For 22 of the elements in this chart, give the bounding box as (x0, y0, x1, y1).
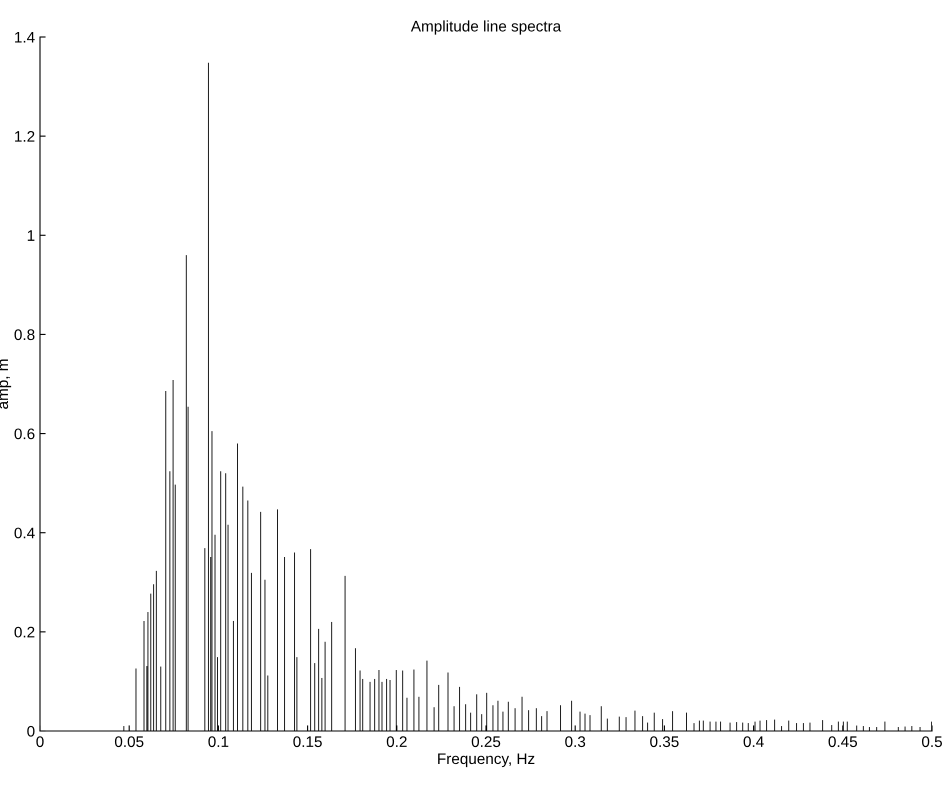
chart-title: Amplitude line spectra (410, 20, 562, 35)
y-tick-label: 0.4 (14, 528, 35, 538)
y-axis-title: amp, m (0, 360, 12, 409)
y-tick-label: 0.2 (14, 626, 34, 638)
x-tick-label: 0.35 (650, 736, 679, 748)
y-tick-label: 1.2 (15, 131, 34, 142)
x-tick-label: 0.5 (922, 736, 942, 748)
x-tick-label: 0 (36, 736, 44, 748)
x-tick-label: 0.2 (386, 736, 407, 748)
y-tick-label: 1 (28, 230, 34, 241)
y-tick-label: 0.6 (14, 428, 34, 440)
x-tick-label: 0.1 (208, 736, 228, 748)
x-tick-label: 0.4 (744, 736, 764, 748)
y-tick-label: 0 (27, 726, 35, 737)
y-tick-label: 1.4 (15, 32, 35, 43)
y-tick-label: 0.8 (14, 329, 34, 340)
x-tick-label: 0.15 (293, 736, 322, 748)
x-axis-title: Frequency, Hz (438, 753, 534, 768)
x-tick-label: 0.3 (565, 736, 586, 748)
x-tick-label: 0.05 (114, 736, 144, 748)
x-tick-label: 0.25 (472, 736, 500, 748)
x-tick-label: 0.45 (828, 736, 858, 748)
